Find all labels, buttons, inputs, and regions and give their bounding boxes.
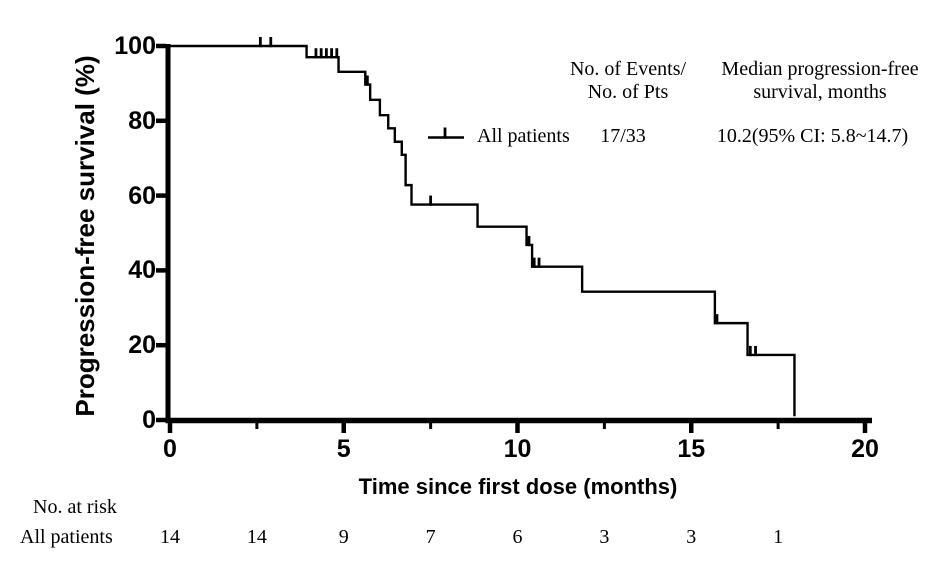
- at-risk-count: 9: [338, 526, 349, 548]
- axes-layer: [156, 43, 872, 433]
- median-header-line1: Median progression-free: [721, 58, 919, 80]
- x-tick-label: 0: [163, 435, 177, 463]
- legend-median-value: 10.2(95% CI: 5.8~14.7): [716, 125, 909, 147]
- at-risk-count: 7: [425, 526, 436, 548]
- km-curve-layer: [170, 37, 796, 417]
- y-tick-label: 60: [128, 181, 156, 210]
- at-risk-count: 14: [246, 526, 267, 548]
- km-survival-curve: [170, 44, 796, 417]
- y-tick-label: 0: [142, 406, 156, 434]
- at-risk-row-label: All patients: [20, 526, 113, 548]
- at-risk-count: 6: [512, 526, 523, 548]
- y-tick-label: 40: [128, 256, 156, 285]
- events-per-pts-header: No. of Events/ No. of Pts: [518, 58, 738, 104]
- y-tick-label: 80: [128, 106, 156, 135]
- x-tick-label: 5: [336, 435, 351, 463]
- at-risk-title: No. at risk: [33, 496, 117, 518]
- y-axis-title: Progression-free survival (%): [70, 55, 100, 417]
- at-risk-count: 3: [686, 526, 697, 548]
- legend-series-label: All patients: [477, 125, 570, 147]
- at-risk-count: 1: [773, 526, 784, 548]
- events-header-line2: No. of Pts: [587, 81, 669, 103]
- legend-symbol-layer: [428, 127, 464, 139]
- median-header-line2: survival, months: [753, 81, 887, 103]
- x-tick-label: 15: [677, 435, 706, 463]
- median-pfs-header: Median progression-free survival, months: [700, 58, 931, 104]
- events-header-line1: No. of Events/: [569, 58, 687, 80]
- x-tick-label: 20: [851, 435, 879, 463]
- x-tick-label: 10: [503, 435, 532, 463]
- at-risk-count: 3: [599, 526, 610, 548]
- legend-events-value: 17/33: [600, 125, 646, 147]
- y-tick-label: 100: [114, 32, 156, 60]
- x-axis-title: Time since first dose (months): [358, 474, 678, 499]
- y-tick-label: 20: [128, 331, 156, 360]
- at-risk-count: 14: [160, 526, 180, 548]
